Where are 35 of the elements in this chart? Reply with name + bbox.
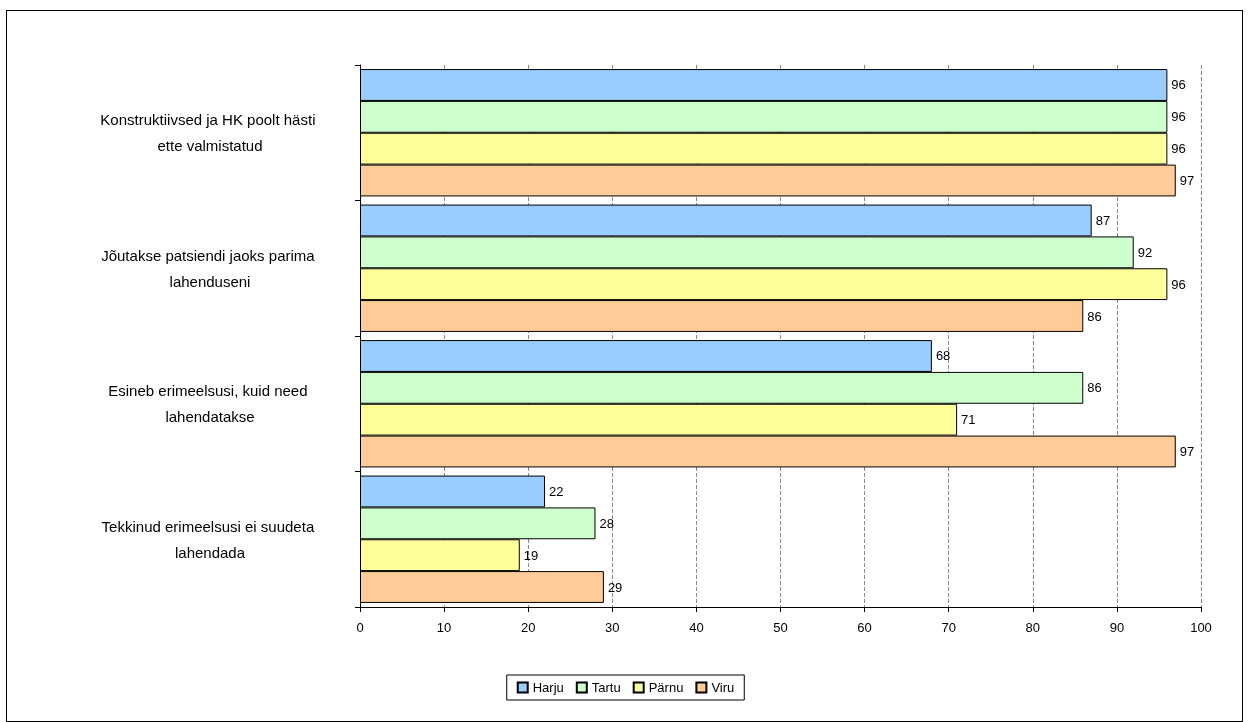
data-label: 96 xyxy=(1171,77,1186,93)
x-tick-label: 50 xyxy=(773,620,788,635)
data-label: 71 xyxy=(961,412,976,428)
legend-label: Tartu xyxy=(591,680,621,695)
data-label: 96 xyxy=(1171,141,1186,157)
y-tick-label: Konstruktiivsed ja HK poolt hästi ette valmistatud xyxy=(100,111,320,155)
x-tick-label: 30 xyxy=(605,620,620,635)
data-label: 96 xyxy=(1171,276,1186,292)
y-tick-label: Tekkinud erimeelsusi ei suudeta lahendada xyxy=(101,517,319,561)
data-label: 68 xyxy=(935,348,951,364)
x-tick-label: 80 xyxy=(1025,620,1041,635)
x-tick-label: 20 xyxy=(520,620,536,635)
x-tick-label: 70 xyxy=(941,620,956,635)
data-label: 86 xyxy=(1087,380,1102,396)
legend-label: Harju xyxy=(532,680,564,695)
x-tick-label: 10 xyxy=(436,620,452,635)
data-label: 87 xyxy=(1095,212,1111,228)
data-label: 22 xyxy=(549,483,564,499)
data-label: 97 xyxy=(1179,444,1195,460)
data-label: 28 xyxy=(599,515,614,531)
data-label: 96 xyxy=(1171,109,1186,125)
x-tick-label: 90 xyxy=(1109,620,1125,635)
x-tick-label: 100 xyxy=(1190,620,1212,635)
data-label: 97 xyxy=(1179,173,1195,189)
data-label: 29 xyxy=(607,579,623,595)
legend-label: Pärnu xyxy=(648,680,684,695)
y-tick-label: Esineb erimeelsusi, kuid need lahendatakse xyxy=(108,382,312,426)
x-tick-label: 60 xyxy=(857,620,872,635)
data-label: 92 xyxy=(1137,244,1153,260)
x-tick-label: 0 xyxy=(356,620,364,635)
legend-label: Viru xyxy=(711,680,735,695)
x-tick-label: 40 xyxy=(689,620,704,635)
data-label: 19 xyxy=(523,547,539,563)
y-tick-label: Jõutakse patsiendi jaoks parima lahenduseni xyxy=(101,246,319,290)
data-label: 86 xyxy=(1087,308,1102,324)
